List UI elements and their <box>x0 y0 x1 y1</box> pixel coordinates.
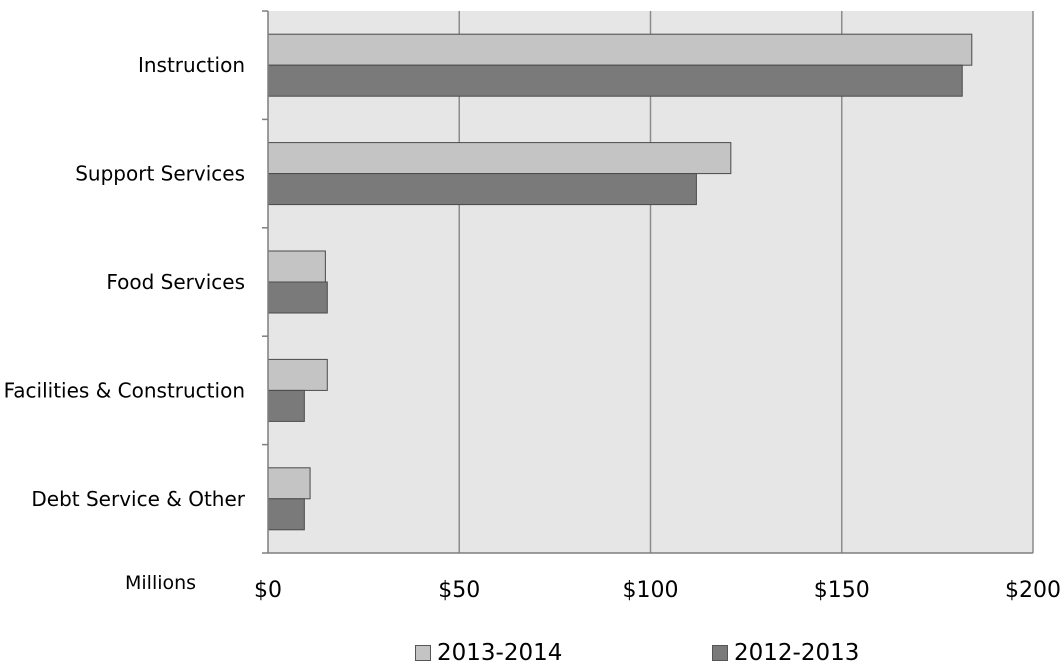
legend-swatch-2012-2013 <box>712 645 728 661</box>
legend-swatch-2013-2014 <box>415 645 431 661</box>
category-label-facilities-and-construction: Facilities & Construction <box>4 378 245 402</box>
bar-support-services-2012-2013 <box>267 173 697 206</box>
category-labels: Instruction Support Services Food Services… <box>4 53 246 511</box>
x-tick-labels: $0 $50 $100 $150 $200 <box>254 578 1061 603</box>
legend-label-2012-2013: 2012-2013 <box>734 640 860 666</box>
bar-instruction-2013-2014 <box>267 33 973 66</box>
bar-food-services-2013-2014 <box>267 250 326 283</box>
x-unit-label: Millions <box>125 572 196 594</box>
bars <box>267 33 973 531</box>
bar-debt-service-and-other-2013-2014 <box>267 467 311 500</box>
x-tick-label: $150 <box>814 578 870 603</box>
gridlines <box>458 11 1034 553</box>
category-label-debt-service-and-other: Debt Service & Other <box>31 487 245 511</box>
category-label-instruction: Instruction <box>138 53 245 77</box>
category-label-food-services: Food Services <box>106 270 245 294</box>
bar-instruction-2012-2013 <box>267 64 963 97</box>
bar-support-services-2013-2014 <box>267 142 732 175</box>
x-tick-label: $200 <box>1005 578 1061 603</box>
x-tick-label: $100 <box>623 578 679 603</box>
legend-item-2013-2014: 2013-2014 <box>415 640 562 666</box>
axes <box>262 10 1033 554</box>
x-tick-label: $50 <box>438 578 480 603</box>
bar-facilities-and-construction-2012-2013 <box>267 389 305 422</box>
legend-item-2012-2013: 2012-2013 <box>712 640 859 666</box>
bar-facilities-and-construction-2013-2014 <box>267 358 328 391</box>
category-label-support-services: Support Services <box>75 162 245 186</box>
legend-label-2013-2014: 2013-2014 <box>437 640 563 666</box>
bar-food-services-2012-2013 <box>267 281 328 314</box>
bar-debt-service-and-other-2012-2013 <box>267 498 305 531</box>
x-tick-label: $0 <box>254 578 282 603</box>
